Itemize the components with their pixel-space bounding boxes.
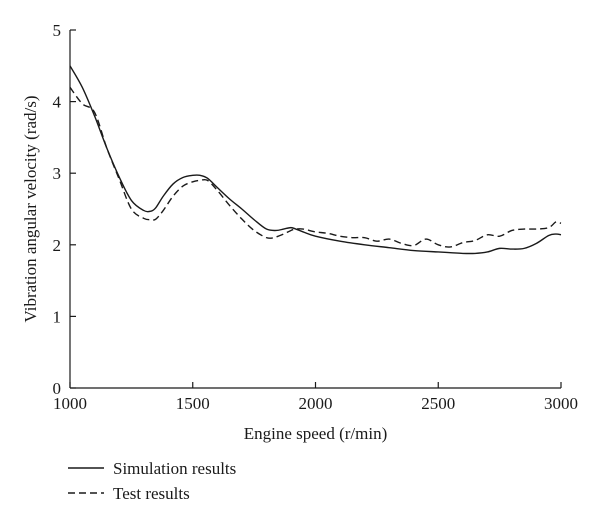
x-tick-label: 1000 — [53, 394, 87, 413]
y-tick-label: 4 — [53, 93, 62, 112]
series-line-test — [69, 86, 562, 248]
x-tick-label: 2000 — [299, 394, 333, 413]
x-axis-title: Engine speed (r/min) — [244, 424, 388, 443]
x-tick-label: 1500 — [176, 394, 210, 413]
y-tick-label: 1 — [53, 307, 62, 326]
legend-label-test: Test results — [113, 484, 190, 503]
x-ticks: 1000 1500 2000 2500 3000 — [53, 382, 578, 413]
y-ticks: 0 1 2 3 4 5 — [53, 21, 76, 398]
y-tick-label: 3 — [53, 164, 62, 183]
x-tick-label: 2500 — [421, 394, 455, 413]
legend-label-simulation: Simulation results — [113, 459, 236, 478]
axes — [69, 30, 561, 389]
y-tick-label: 5 — [53, 21, 62, 40]
legend: Simulation results Test results — [68, 459, 236, 503]
y-tick-label: 0 — [53, 379, 62, 398]
x-tick-label: 3000 — [544, 394, 578, 413]
y-tick-label: 2 — [53, 236, 62, 255]
y-axis-title: Vibration angular velocity (rad/s) — [21, 96, 40, 323]
series-lines — [69, 65, 562, 255]
series-line-simulation — [69, 65, 562, 255]
